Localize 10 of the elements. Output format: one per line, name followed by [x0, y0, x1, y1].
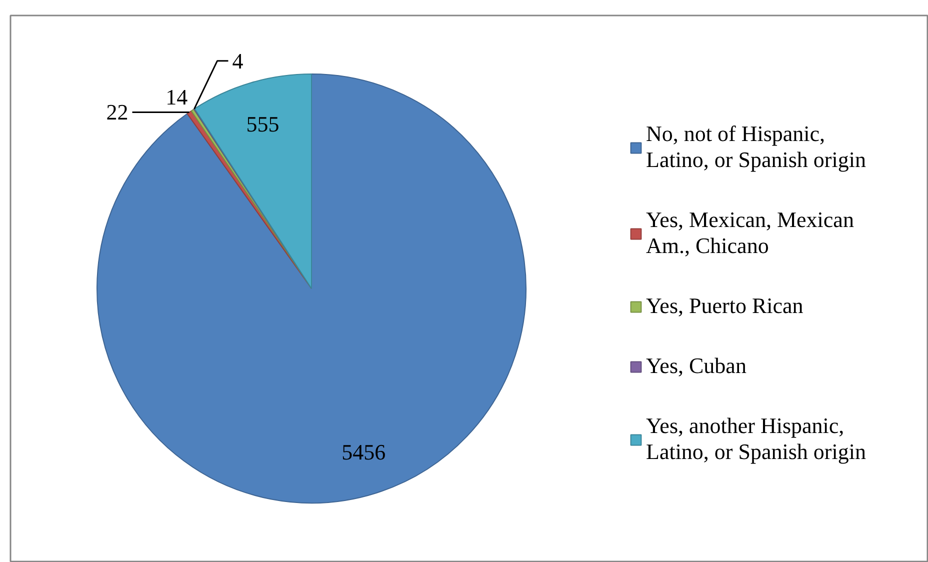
- legend-label: Yes, Puerto Rican: [646, 293, 804, 319]
- data-label: 555: [246, 111, 280, 136]
- legend-label: Yes, another Hispanic, Latino, or Spanish origin: [646, 413, 866, 465]
- legend-label: Yes, Cuban: [646, 353, 746, 379]
- data-label: 14: [166, 84, 188, 110]
- legend-label: No, not of Hispanic, Latino, or Spanish origin: [646, 121, 866, 173]
- legend-label: Yes, Mexican, Mexican Am., Chicano: [646, 207, 854, 259]
- data-label: 4: [232, 48, 244, 74]
- data-label: 22: [106, 100, 128, 125]
- data-label: 5456: [342, 439, 386, 464]
